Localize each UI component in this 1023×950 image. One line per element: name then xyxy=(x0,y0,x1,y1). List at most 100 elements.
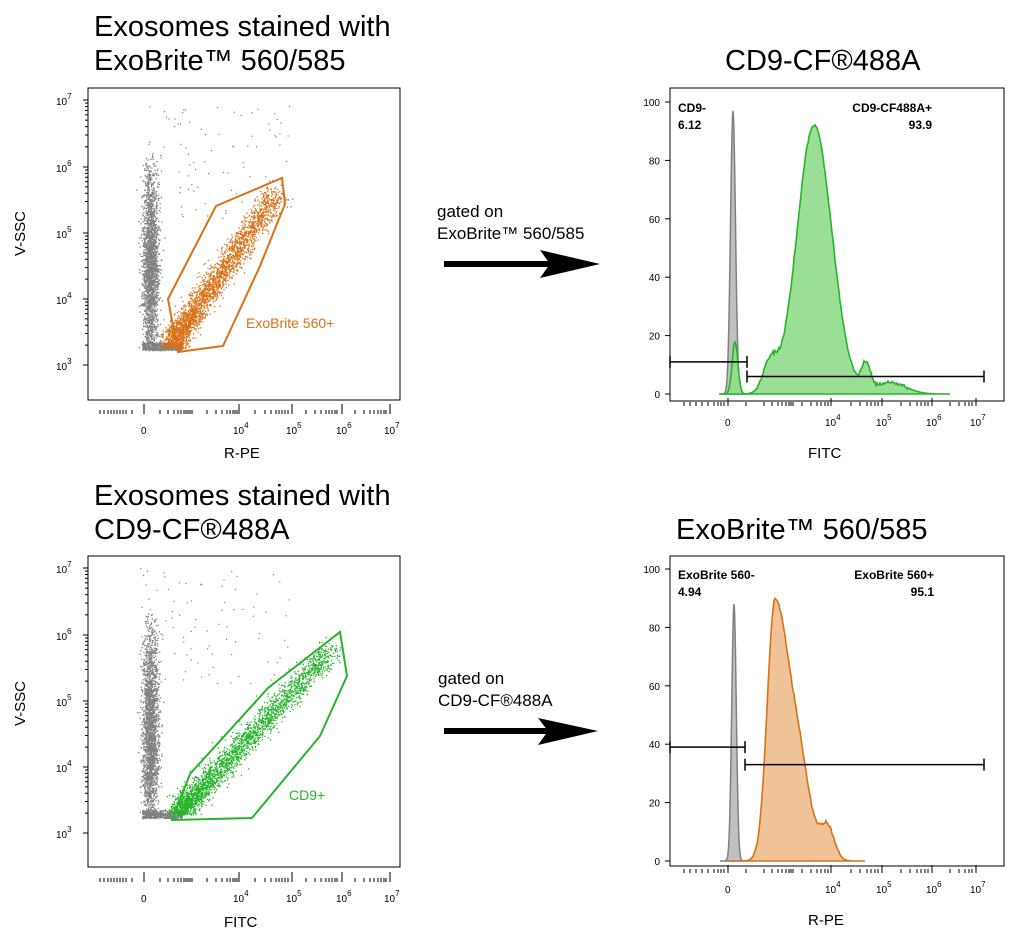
scatter-point-positive xyxy=(219,281,221,284)
scatter-point-gray xyxy=(153,212,155,214)
scatter-point-gray xyxy=(153,252,155,254)
scatter-point-gray xyxy=(158,234,160,236)
scatter-point-positive xyxy=(180,333,182,336)
scatter-point-gray xyxy=(142,278,144,280)
scatter-point-positive xyxy=(233,247,235,249)
scatter-point-gray xyxy=(157,297,160,299)
scatter-point-positive xyxy=(186,329,188,331)
scatter-point-gray xyxy=(149,229,151,232)
scatter-point-positive xyxy=(262,227,264,229)
scatter-point-gray xyxy=(146,196,148,198)
scatter-point-gray xyxy=(144,345,146,347)
scatter-point-gray xyxy=(156,300,158,302)
scatter-point-positive xyxy=(266,211,268,213)
scatter-point-gray xyxy=(152,219,154,221)
scatter-point-gray xyxy=(147,278,149,280)
scatter-point-positive xyxy=(233,249,235,251)
scatter-point-positive xyxy=(209,294,211,296)
scatter-point-positive xyxy=(187,326,189,328)
scatter-point-positive xyxy=(185,337,187,339)
scatter-point-gray xyxy=(139,311,141,313)
scatter-point-gray xyxy=(154,269,156,272)
scatter-point-gray xyxy=(149,170,151,172)
scatter-point-gray xyxy=(146,234,148,237)
scatter-point-gray xyxy=(145,337,147,339)
scatter-point-gray xyxy=(155,247,157,250)
scatter-point-positive xyxy=(190,303,192,305)
scatter-point-gray xyxy=(185,147,187,149)
scatter-point-gray xyxy=(149,177,151,179)
scatter-point-positive xyxy=(206,296,208,298)
scatter-point-gray xyxy=(204,202,206,205)
scatter-point-positive xyxy=(182,320,184,322)
scatter-point-positive xyxy=(190,326,192,329)
scatter-point-positive xyxy=(198,292,201,294)
scatter-point-gray xyxy=(160,342,162,344)
scatter-point-positive xyxy=(236,256,238,258)
scatter-point-gray xyxy=(156,265,158,267)
scatter-point-gray xyxy=(145,349,148,352)
scatter-point-gray xyxy=(154,277,156,279)
scatter-point-gray xyxy=(163,342,165,345)
scatter-point-gray xyxy=(145,332,148,334)
scatter-point-positive xyxy=(245,235,247,237)
scatter-point-positive xyxy=(198,294,201,296)
scatter-point-gray xyxy=(147,207,149,209)
scatter-point-positive xyxy=(250,229,252,232)
scatter-point-gray xyxy=(148,192,150,194)
scatter-point-positive xyxy=(186,336,189,338)
scatter-point-gray xyxy=(151,167,153,169)
scatter-point-gray xyxy=(149,174,151,176)
scatter-point-positive xyxy=(267,201,270,203)
scatter-point-gray xyxy=(147,214,149,217)
scatter-point-gray xyxy=(149,307,151,309)
scatter-point-positive xyxy=(181,312,183,314)
scatter-point-positive xyxy=(244,257,247,260)
scatter-point-gray xyxy=(162,344,164,346)
scatter-point-positive xyxy=(274,187,276,190)
scatter-point-gray xyxy=(153,339,155,341)
scatter-point-positive xyxy=(243,243,245,246)
scatter-point-positive xyxy=(204,299,206,301)
scatter-point-gray xyxy=(153,258,155,260)
scatter-point-gray xyxy=(152,319,154,322)
scatter-point-gray xyxy=(146,338,148,340)
scatter-point-gray xyxy=(151,188,153,191)
scatter-point-positive xyxy=(212,276,215,278)
scatter-point-positive xyxy=(248,221,250,223)
scatter-point-gray xyxy=(155,259,158,261)
scatter-point-positive xyxy=(185,338,188,340)
scatter-point-positive xyxy=(189,319,191,321)
scatter-point-gray xyxy=(153,208,156,210)
scatter-point-positive xyxy=(178,345,180,347)
scatter-point-gray xyxy=(269,129,271,131)
scatter-point-gray xyxy=(148,346,150,348)
scatter-point-gray xyxy=(153,246,155,248)
scatter-point-positive xyxy=(206,314,209,316)
scatter-point-gray xyxy=(149,308,152,311)
scatter-point-positive xyxy=(214,293,216,295)
scatter-point-gray xyxy=(150,267,152,269)
scatter-point-positive xyxy=(190,317,192,319)
scatter-point-positive xyxy=(239,255,242,257)
scatter-point-positive xyxy=(207,259,209,262)
scatter-point-positive xyxy=(188,318,190,320)
scatter-point-positive xyxy=(208,285,210,287)
scatter-point-gray xyxy=(142,320,145,322)
scatter-point-positive xyxy=(228,272,231,275)
scatter-point-gray xyxy=(147,189,149,191)
scatter-point-positive xyxy=(179,327,181,329)
scatter-point-positive xyxy=(253,210,255,213)
scatter-point-gray xyxy=(146,201,148,204)
scatter-point-positive xyxy=(269,203,271,206)
scatter-point-positive xyxy=(170,347,172,349)
scatter-point-positive xyxy=(237,263,239,266)
scatter-point-positive xyxy=(254,234,256,236)
scatter-point-positive xyxy=(199,317,201,319)
scatter-point-positive xyxy=(266,205,268,208)
scatter-point-gray xyxy=(155,277,158,279)
scatter-point-gray xyxy=(148,347,150,349)
scatter-point-positive xyxy=(274,202,276,204)
scatter-point-gray xyxy=(159,323,162,325)
scatter-point-gray xyxy=(142,303,145,306)
